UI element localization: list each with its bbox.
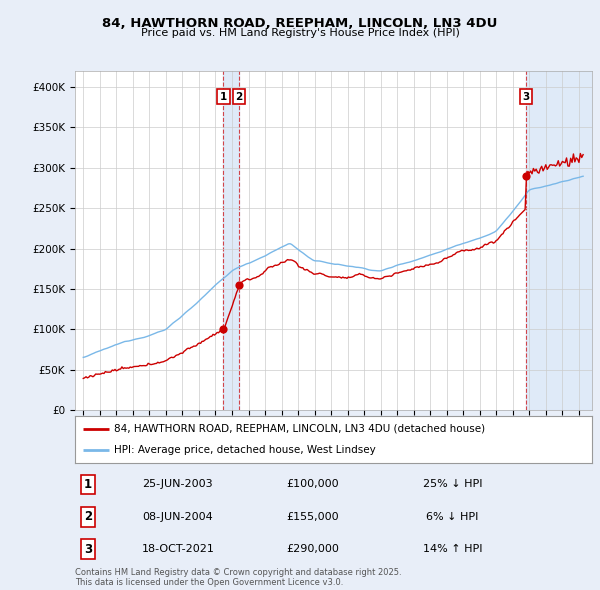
Text: 3: 3 bbox=[523, 91, 530, 101]
Point bbox=[218, 324, 228, 334]
Text: 6% ↓ HPI: 6% ↓ HPI bbox=[427, 512, 479, 522]
Text: 84, HAWTHORN ROAD, REEPHAM, LINCOLN, LN3 4DU: 84, HAWTHORN ROAD, REEPHAM, LINCOLN, LN3… bbox=[103, 17, 497, 30]
Text: 1: 1 bbox=[84, 478, 92, 491]
Text: 25% ↓ HPI: 25% ↓ HPI bbox=[423, 480, 482, 489]
Text: 25-JUN-2003: 25-JUN-2003 bbox=[142, 480, 213, 489]
Text: 84, HAWTHORN ROAD, REEPHAM, LINCOLN, LN3 4DU (detached house): 84, HAWTHORN ROAD, REEPHAM, LINCOLN, LN3… bbox=[114, 424, 485, 434]
Text: Contains HM Land Registry data © Crown copyright and database right 2025.
This d: Contains HM Land Registry data © Crown c… bbox=[75, 568, 401, 587]
Text: 18-OCT-2021: 18-OCT-2021 bbox=[142, 545, 215, 554]
Text: 3: 3 bbox=[84, 543, 92, 556]
Bar bbox=[223, 71, 239, 410]
Text: HPI: Average price, detached house, West Lindsey: HPI: Average price, detached house, West… bbox=[114, 445, 376, 455]
Text: Price paid vs. HM Land Registry's House Price Index (HPI): Price paid vs. HM Land Registry's House … bbox=[140, 28, 460, 38]
Text: 08-JUN-2004: 08-JUN-2004 bbox=[142, 512, 213, 522]
Point bbox=[521, 171, 531, 181]
Point bbox=[235, 280, 244, 290]
Text: £100,000: £100,000 bbox=[287, 480, 339, 489]
Text: 14% ↑ HPI: 14% ↑ HPI bbox=[423, 545, 482, 554]
Bar bbox=[526, 71, 592, 410]
Text: £155,000: £155,000 bbox=[287, 512, 339, 522]
Text: 1: 1 bbox=[220, 91, 227, 101]
Text: 2: 2 bbox=[84, 510, 92, 523]
Text: £290,000: £290,000 bbox=[286, 545, 340, 554]
Text: 2: 2 bbox=[236, 91, 243, 101]
